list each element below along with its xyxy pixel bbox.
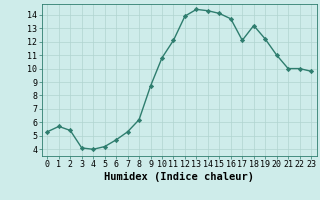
X-axis label: Humidex (Indice chaleur): Humidex (Indice chaleur): [104, 172, 254, 182]
